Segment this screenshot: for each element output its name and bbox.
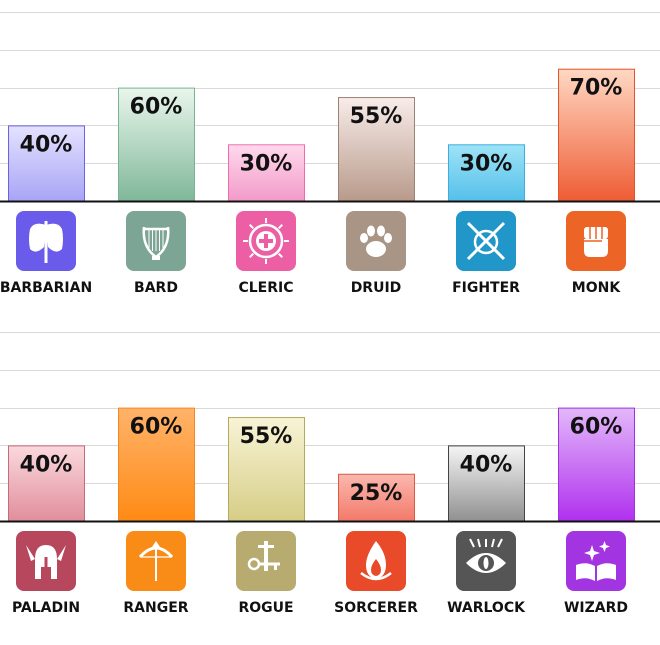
holy-cross-icon xyxy=(236,211,296,271)
bar-ranger xyxy=(118,407,195,523)
value-label-wizard: 60% xyxy=(570,415,623,440)
bar-paladin xyxy=(8,445,85,522)
bar-barbarian xyxy=(8,125,85,202)
bar-sorcerer xyxy=(338,473,415,522)
gridlines xyxy=(0,12,660,164)
paw-icon xyxy=(346,211,406,271)
eye-icon xyxy=(456,531,516,591)
bow-arrow-icon xyxy=(126,531,186,591)
value-label-druid: 55% xyxy=(350,104,403,129)
winged-helmet-icon xyxy=(16,531,76,591)
category-label-barbarian: BARBARIAN xyxy=(0,280,92,296)
value-label-ranger: 60% xyxy=(130,415,183,440)
flame-icon xyxy=(346,531,406,591)
value-label-cleric: 30% xyxy=(240,151,293,176)
bar-bard xyxy=(118,87,195,202)
lyre-icon xyxy=(126,211,186,271)
bar-druid xyxy=(338,97,415,202)
category-label-bard: BARD xyxy=(134,280,178,296)
category-label-sorcerer: SORCERER xyxy=(334,600,418,616)
chart-panel-2: 40% PALADIN 60% RANGER 55% ROGUE 25% SORCERER 40… xyxy=(0,332,660,616)
category-label-monk: MONK xyxy=(572,280,622,296)
bar-fighter xyxy=(448,144,525,203)
fist-icon xyxy=(566,211,626,271)
bar-rogue xyxy=(228,417,305,522)
dagger-key-icon xyxy=(236,531,296,591)
chart-panel-1: 40% BARBARIAN 60% BARD 30% CLERIC 55% DRUID 30% F… xyxy=(0,12,660,296)
category-label-paladin: PALADIN xyxy=(12,600,80,616)
double-axe-icon xyxy=(16,211,76,271)
category-label-warlock: WARLOCK xyxy=(447,600,526,616)
crossed-swords-shield-icon xyxy=(456,211,516,271)
category-label-rogue: ROGUE xyxy=(238,600,293,616)
category-label-fighter: FIGHTER xyxy=(452,280,520,296)
bar-wizard xyxy=(558,407,635,523)
category-label-wizard: WIZARD xyxy=(564,600,628,616)
gridlines xyxy=(0,332,660,484)
value-label-monk: 70% xyxy=(570,76,623,101)
spellbook-icon xyxy=(566,531,626,591)
value-label-bard: 60% xyxy=(130,95,183,120)
category-label-druid: DRUID xyxy=(351,280,402,296)
value-label-paladin: 40% xyxy=(20,452,73,477)
bar-warlock xyxy=(448,445,525,522)
bar-monk xyxy=(558,68,635,202)
category-label-cleric: CLERIC xyxy=(238,280,293,296)
value-label-warlock: 40% xyxy=(460,452,513,477)
value-label-barbarian: 40% xyxy=(20,132,73,157)
value-label-sorcerer: 25% xyxy=(350,481,403,506)
value-label-rogue: 55% xyxy=(240,424,293,449)
category-label-ranger: RANGER xyxy=(123,600,188,616)
value-label-fighter: 30% xyxy=(460,151,513,176)
